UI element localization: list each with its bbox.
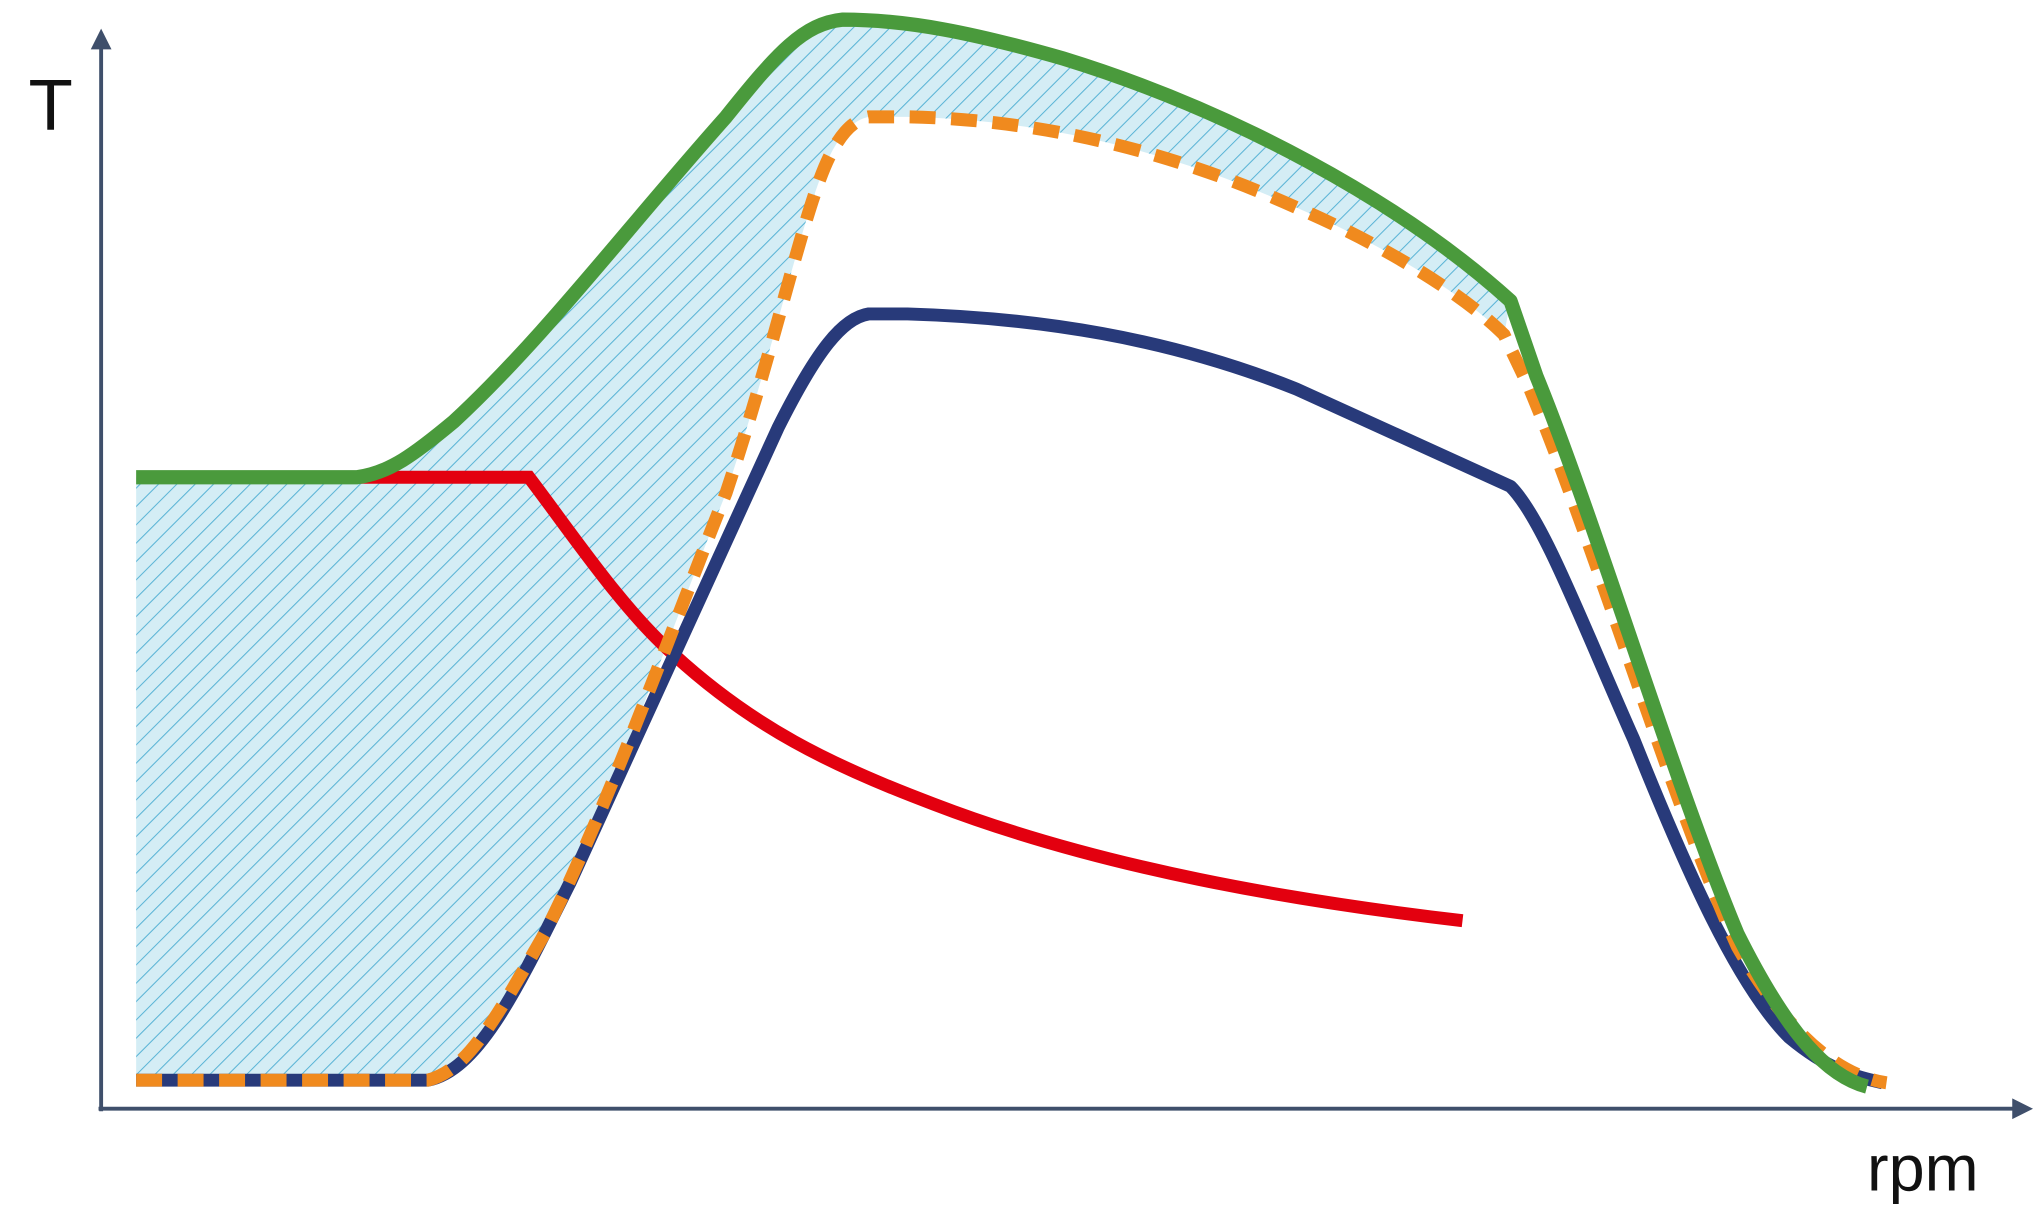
y-axis-label: T [29, 65, 73, 146]
axes [98, 41, 2018, 1112]
orange-dashed-curve [136, 110, 1888, 1090]
x-axis-label: rpm [1867, 1131, 1979, 1204]
green-curve [136, 12, 1870, 1094]
hatched-area [136, 19, 1511, 1081]
y-axis-arrow [90, 28, 112, 50]
x-axis-arrow [2012, 1098, 2033, 1120]
red-curve [356, 470, 1464, 928]
